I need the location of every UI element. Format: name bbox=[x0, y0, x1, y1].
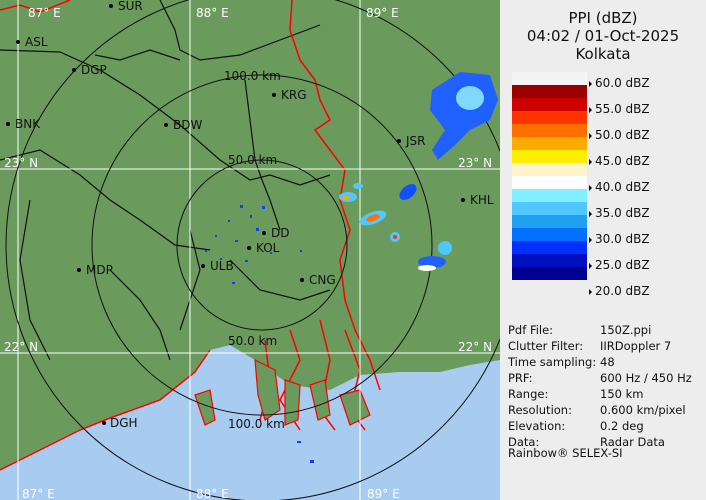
city-markers: ASL DGP SUR KRG BDW BNK JSR KHL DD KOL U… bbox=[6, 0, 494, 430]
ring-label-50-north: 50.0 km bbox=[228, 153, 277, 167]
lon-label-87-top: 87° E bbox=[28, 6, 61, 20]
city-ulb: ULB bbox=[201, 259, 234, 273]
legend-swatch bbox=[512, 215, 587, 228]
city-bnk: BNK bbox=[6, 117, 41, 131]
scattered-echoes bbox=[205, 205, 314, 463]
svg-text:ULB: ULB bbox=[210, 259, 234, 273]
ring-label-50-south: 50.0 km bbox=[228, 334, 277, 348]
meta-row-data: Data: Radar Data bbox=[508, 435, 665, 449]
city-khl: KHL bbox=[461, 193, 494, 207]
range-rings bbox=[5, 0, 500, 500]
legend-swatch bbox=[512, 72, 587, 85]
city-bdw: BDW bbox=[164, 118, 202, 132]
legend-label: 55.0 dBZ bbox=[589, 102, 650, 116]
lon-label-88-top: 88° E bbox=[196, 6, 229, 20]
sundarbans-islands bbox=[194, 358, 371, 426]
svg-text:KOL: KOL bbox=[256, 241, 280, 255]
station-name: Kolkata bbox=[575, 45, 631, 63]
legend-swatch bbox=[512, 241, 587, 254]
city-cng: CNG bbox=[300, 273, 336, 287]
svg-text:CNG: CNG bbox=[309, 273, 336, 287]
color-scale-legend bbox=[512, 72, 587, 280]
svg-text:KRG: KRG bbox=[281, 88, 307, 102]
legend-swatch bbox=[512, 202, 587, 215]
legend-swatch bbox=[512, 111, 587, 124]
legend-swatch bbox=[512, 98, 587, 111]
svg-text:SUR: SUR bbox=[118, 0, 143, 13]
legend-label: 35.0 dBZ bbox=[589, 206, 650, 220]
legend-label: 20.0 dBZ bbox=[589, 284, 650, 298]
svg-text:BNK: BNK bbox=[15, 117, 41, 131]
legend-swatch bbox=[512, 176, 587, 189]
svg-text:MDP: MDP bbox=[86, 263, 113, 277]
city-kol: KOL bbox=[247, 241, 280, 255]
legend-swatch bbox=[512, 124, 587, 137]
meta-row-clutter-filter: Clutter Filter: IIRDoppler 7 bbox=[508, 339, 672, 353]
lon-label-89-bottom: 89° E bbox=[367, 487, 400, 500]
ring-label-100-south: 100.0 km bbox=[228, 417, 285, 431]
legend-swatch bbox=[512, 189, 587, 202]
lat-label-23-left: 23° N bbox=[4, 156, 38, 170]
ring-label-100-north: 100.0 km bbox=[224, 69, 281, 83]
lat-label-22-left: 22° N bbox=[4, 340, 38, 354]
legend-swatch bbox=[512, 150, 587, 163]
city-jsr: JSR bbox=[397, 134, 426, 148]
district-borders bbox=[0, 0, 331, 361]
radar-map: ASL DGP SUR KRG BDW BNK JSR KHL DD KOL U… bbox=[0, 0, 500, 500]
lon-label-88-bottom: 88° E bbox=[196, 487, 229, 500]
svg-text:DD: DD bbox=[271, 226, 289, 240]
meta-row-resolution: Resolution: 0.600 km/pixel bbox=[508, 403, 686, 417]
legend-swatch bbox=[512, 163, 587, 176]
legend-swatch bbox=[512, 137, 587, 150]
svg-text:ASL: ASL bbox=[25, 35, 48, 49]
scan-datetime: 04:02 / 01-Oct-2025 bbox=[526, 27, 680, 45]
legend-label: 45.0 dBZ bbox=[589, 154, 650, 168]
svg-text:DGH: DGH bbox=[110, 416, 138, 430]
lon-label-87-bottom: 87° E bbox=[22, 487, 55, 500]
radar-echoes bbox=[339, 72, 498, 271]
city-krg: KRG bbox=[272, 88, 307, 102]
meta-row-elevation: Elevation: 0.2 deg bbox=[508, 419, 644, 433]
legend-swatch bbox=[512, 267, 587, 280]
legend-label: 50.0 dBZ bbox=[589, 128, 650, 142]
brand-credit: Rainbow® SELEX-SI bbox=[508, 446, 623, 460]
lat-lon-grid bbox=[0, 0, 500, 500]
city-dd: DD bbox=[262, 226, 289, 240]
legend-swatch bbox=[512, 85, 587, 98]
panel-title: PPI (dBZ) 04:02 / 01-Oct-2025 Kolkata bbox=[500, 0, 706, 63]
legend-swatch bbox=[512, 228, 587, 241]
svg-text:JSR: JSR bbox=[405, 134, 426, 148]
info-panel: PPI (dBZ) 04:02 / 01-Oct-2025 Kolkata 60… bbox=[500, 0, 706, 500]
city-mdp: MDP bbox=[77, 263, 113, 277]
lon-label-89-top: 89° E bbox=[366, 6, 399, 20]
svg-text:DGP: DGP bbox=[81, 63, 107, 77]
meta-row-range: Range: 150 km bbox=[508, 387, 644, 401]
meta-row-time-sampling: Time sampling: 48 bbox=[508, 355, 615, 369]
legend-label: 25.0 dBZ bbox=[589, 258, 650, 272]
svg-text:KHL: KHL bbox=[470, 193, 494, 207]
city-dgh: DGH bbox=[102, 416, 138, 430]
city-sur: SUR bbox=[109, 0, 143, 13]
city-dgp: DGP bbox=[72, 63, 107, 77]
lat-label-23-right: 23° N bbox=[458, 156, 492, 170]
city-asl: ASL bbox=[16, 35, 48, 49]
legend-label: 40.0 dBZ bbox=[589, 180, 650, 194]
meta-row-prf: PRF: 600 Hz / 450 Hz bbox=[508, 371, 692, 385]
svg-text:BDW: BDW bbox=[173, 118, 202, 132]
scan-metadata: Pdf File: 150Z.ppi Clutter Filter: IIRDopp… bbox=[508, 322, 692, 450]
legend-label: 60.0 dBZ bbox=[589, 76, 650, 90]
product-name: PPI (dBZ) bbox=[568, 9, 638, 27]
legend-swatch bbox=[512, 254, 587, 267]
legend-label: 30.0 dBZ bbox=[589, 232, 650, 246]
meta-row-pdf-file: Pdf File: 150Z.ppi bbox=[508, 323, 652, 337]
lat-label-22-right: 22° N bbox=[458, 340, 492, 354]
